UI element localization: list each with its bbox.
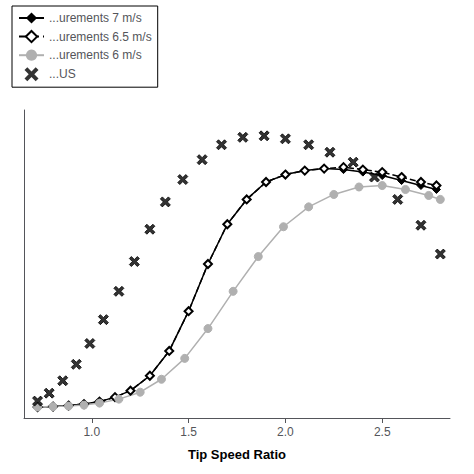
svg-text:1.0: 1.0 bbox=[83, 425, 100, 439]
svg-text:...urements 7 m/s: ...urements 7 m/s bbox=[49, 11, 142, 25]
svg-text:...urements 6 m/s: ...urements 6 m/s bbox=[49, 48, 142, 62]
svg-text:2.0: 2.0 bbox=[277, 425, 294, 439]
svg-text:1.5: 1.5 bbox=[180, 425, 197, 439]
svg-text:...US: ...US bbox=[49, 67, 76, 81]
svg-text:...urements 6.5 m/s: ...urements 6.5 m/s bbox=[49, 30, 152, 44]
svg-text:Tip Speed Ratio: Tip Speed Ratio bbox=[188, 447, 286, 462]
svg-text:2.5: 2.5 bbox=[374, 425, 391, 439]
